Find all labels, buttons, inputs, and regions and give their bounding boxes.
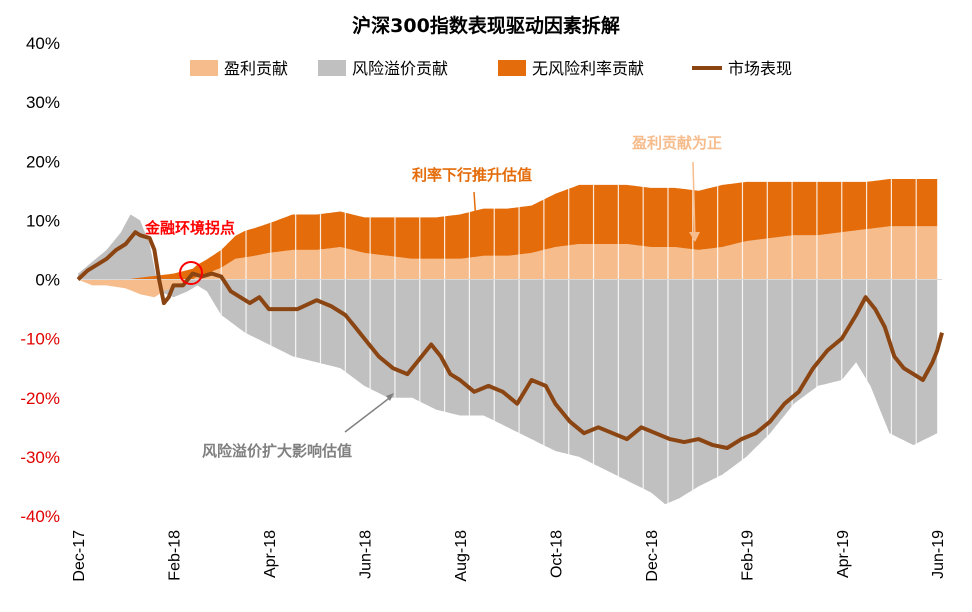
annotation-arrow-risk — [344, 395, 393, 433]
line-market-performance — [76, 230, 944, 450]
y-tick-label: -10% — [20, 330, 60, 349]
x-tick-label: Apr-19 — [835, 530, 852, 578]
x-tick-label: Feb-19 — [739, 530, 756, 581]
y-axis: 40% 30% 20% 10% 0% -10% -20% -30% -40% — [20, 34, 60, 526]
y-tick-label: -20% — [20, 389, 60, 408]
y-tick-label: -40% — [20, 507, 60, 526]
y-tick-label: 10% — [26, 211, 60, 230]
y-tick-label: 40% — [26, 34, 60, 53]
y-tick-label: 30% — [26, 93, 60, 112]
x-tick-label: Aug-18 — [453, 530, 470, 582]
y-tick-label: 20% — [26, 152, 60, 171]
x-tick-label: Feb-18 — [166, 530, 183, 581]
x-axis: Dec-17 Feb-18 Apr-18 Jun-18 Aug-18 Oct-18 Dec-… — [71, 530, 947, 582]
annotation-arrow-rate — [473, 191, 477, 223]
annotation-arrow-earnings — [692, 161, 696, 241]
legend: 盈利贡献 风险溢价贡献 无风险利率贡献 市场表现 — [190, 59, 792, 78]
legend-label-risk-free: 无风险利率贡献 — [532, 59, 644, 78]
annotation-arrowhead-risk — [386, 393, 394, 401]
annotation-rate-decline: 利率下行推升估值 — [412, 166, 532, 184]
annotation-circle — [179, 261, 203, 285]
plot-area — [76, 161, 944, 505]
area-risk-premium — [78, 214, 938, 505]
annotations: 金融环境拐点 利率下行推升估值 盈利贡献为正 风险溢价扩大影响估值 — [144, 134, 722, 460]
y-tick-label: -30% — [20, 448, 60, 467]
annotation-arrowhead-earnings — [689, 232, 700, 242]
annotation-financial-turning-point: 金融环境拐点 — [144, 219, 235, 237]
legend-swatch-risk-free — [498, 60, 526, 76]
legend-label-market: 市场表现 — [728, 59, 792, 78]
x-tick-label: Apr-18 — [262, 530, 279, 578]
legend-label-risk-premium: 风险溢价贡献 — [352, 59, 448, 78]
chart-title: 沪深300指数表现驱动因素拆解 — [352, 14, 620, 37]
x-tick-label: Oct-18 — [548, 530, 565, 578]
x-tick-label: Dec-17 — [71, 530, 88, 582]
x-tick-label: Jun-18 — [357, 530, 374, 579]
x-tick-label: Jun-19 — [930, 530, 947, 579]
area-risk-free-rate — [78, 179, 938, 280]
legend-swatch-earnings — [190, 60, 218, 76]
legend-swatch-risk-premium — [318, 60, 346, 76]
y-tick-label: 0% — [35, 271, 60, 290]
x-tick-label: Dec-18 — [644, 530, 661, 582]
annotation-risk-premium: 风险溢价扩大影响估值 — [202, 442, 352, 460]
legend-label-earnings: 盈利贡献 — [224, 59, 288, 78]
annotation-earnings-positive: 盈利贡献为正 — [631, 134, 722, 152]
